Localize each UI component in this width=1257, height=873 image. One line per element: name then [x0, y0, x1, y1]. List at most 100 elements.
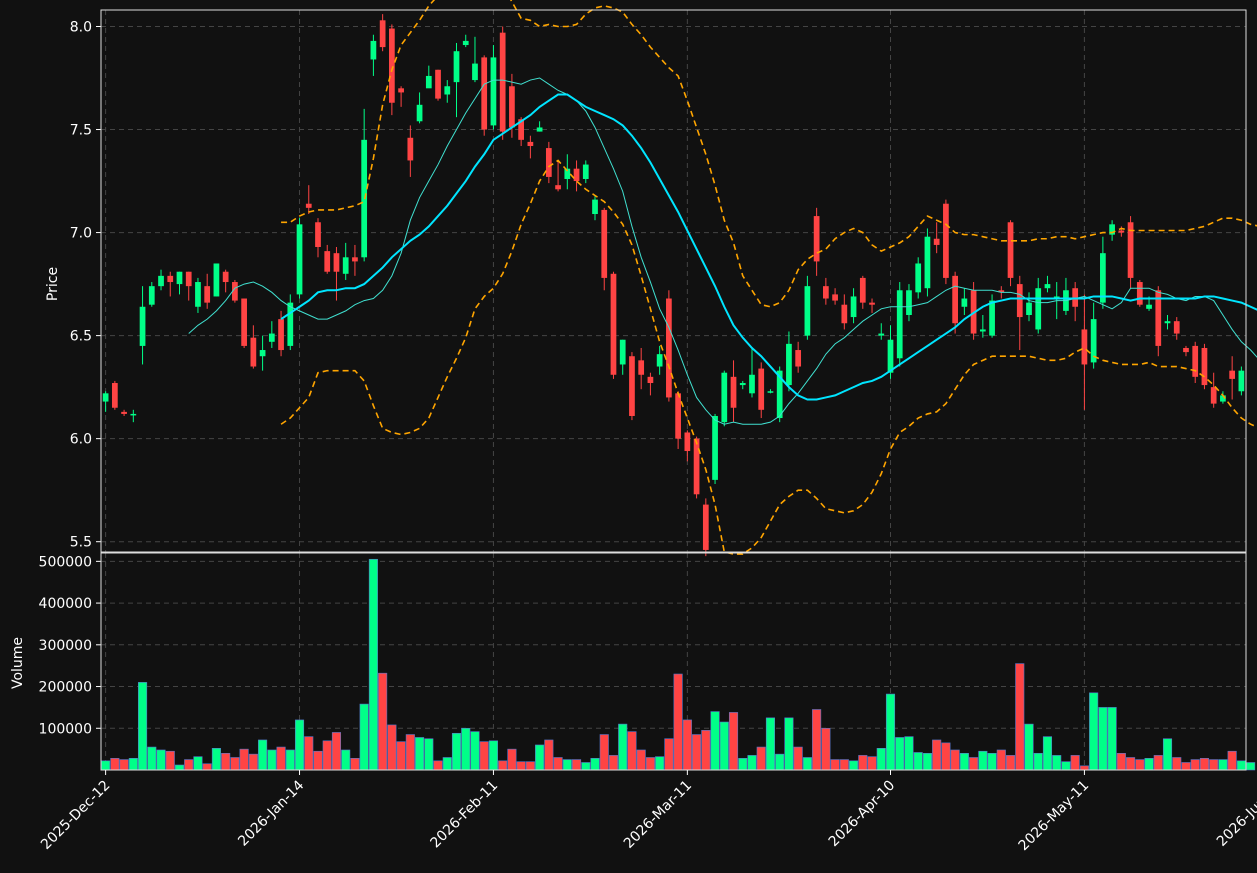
candle	[573, 160, 580, 192]
candle-body	[1100, 253, 1106, 303]
volume-bar	[470, 731, 480, 771]
volume-bar	[350, 758, 360, 771]
volume-bar	[1033, 753, 1043, 771]
candle-body	[453, 51, 460, 83]
candle	[1183, 345, 1189, 357]
candle	[176, 271, 183, 295]
candle-body	[998, 290, 1005, 293]
volume-bar	[996, 749, 1006, 771]
candle	[324, 244, 331, 274]
candle	[333, 246, 340, 301]
candle-body	[749, 374, 755, 394]
candle-body	[472, 63, 478, 81]
volume-bar	[719, 721, 729, 771]
volume-bar	[442, 757, 452, 771]
volume-bar	[950, 749, 960, 771]
volume-bar	[101, 760, 111, 771]
candle-body	[130, 413, 137, 416]
candle	[666, 290, 672, 402]
candle-body	[490, 57, 497, 126]
candle	[804, 275, 811, 340]
volume-bar	[156, 749, 166, 771]
candle-body	[1026, 302, 1032, 316]
volume-bar	[1052, 755, 1062, 771]
candle	[342, 242, 349, 280]
candle	[767, 389, 774, 394]
candle-body	[582, 164, 589, 179]
volume-bar	[913, 752, 923, 771]
volume-bar	[110, 758, 120, 771]
candle-body	[250, 337, 257, 367]
volume-bar	[1246, 762, 1256, 771]
candle-body	[1053, 296, 1060, 299]
candle-body	[425, 75, 432, 89]
candle-body	[148, 286, 155, 305]
bollinger-upper-line	[281, 0, 1257, 308]
volume-bar	[230, 757, 240, 771]
candle-body	[444, 86, 451, 95]
candle-body	[841, 304, 848, 324]
candle	[250, 325, 257, 369]
candle-body	[241, 298, 247, 346]
volume-bar	[1153, 755, 1163, 771]
candle	[352, 244, 358, 276]
volume-bar	[1070, 755, 1080, 771]
volume-bar	[599, 734, 609, 771]
volume-tick-label: 200000	[39, 680, 92, 696]
volume-bar	[673, 673, 683, 771]
volume-bar	[987, 753, 997, 771]
candle-body	[1136, 282, 1143, 305]
volume-bar	[165, 750, 175, 771]
volume-bar	[535, 744, 545, 771]
candle-body	[167, 275, 174, 283]
candle-body	[721, 372, 728, 423]
volume-bar	[932, 739, 942, 771]
candle	[213, 263, 220, 297]
candle	[647, 372, 654, 396]
volume-bar	[1172, 757, 1182, 771]
candle-body	[379, 20, 386, 48]
volume-bar	[174, 764, 185, 771]
candle-body	[979, 329, 986, 332]
candle-body	[1201, 347, 1208, 386]
candle	[564, 154, 571, 190]
candle-body	[333, 253, 340, 272]
candle-body	[342, 257, 349, 274]
candle-body	[185, 271, 192, 287]
candle-body	[352, 257, 358, 262]
volume-bar	[1116, 753, 1126, 771]
volume-bar	[248, 753, 258, 771]
candle-body	[712, 415, 718, 480]
candle-body	[1118, 230, 1125, 233]
candle-body	[647, 376, 654, 384]
candle	[1201, 343, 1208, 390]
candle-body	[1109, 224, 1115, 235]
candle-body	[906, 290, 912, 316]
candle	[822, 277, 829, 305]
volume-axis-label: Volume	[10, 637, 26, 689]
volume-bar	[1199, 758, 1209, 771]
volume-bar	[1005, 755, 1016, 771]
candle-body	[933, 238, 940, 245]
candle-body	[158, 275, 164, 287]
candle-body	[896, 290, 903, 359]
volume-bar	[682, 719, 692, 771]
candle-body	[573, 168, 580, 182]
candle-body	[545, 148, 552, 177]
volume-bar	[1042, 736, 1053, 771]
volume-bar	[895, 737, 905, 771]
volume-bar	[128, 758, 138, 771]
candle-body	[176, 271, 183, 285]
candle-body	[259, 350, 266, 357]
volume-bar	[802, 757, 812, 771]
candle	[490, 45, 497, 130]
volume-bar	[1024, 723, 1034, 771]
volume-bar	[1227, 750, 1237, 771]
volume-bar	[451, 732, 462, 771]
candle-body	[213, 263, 220, 297]
price-panel: 5.5 6.0 6.5 7.0 7.5 8.0	[70, 0, 1257, 557]
candle	[989, 294, 995, 338]
volume-bar	[636, 749, 646, 771]
volume-bar	[1126, 757, 1136, 771]
candle	[906, 284, 912, 322]
